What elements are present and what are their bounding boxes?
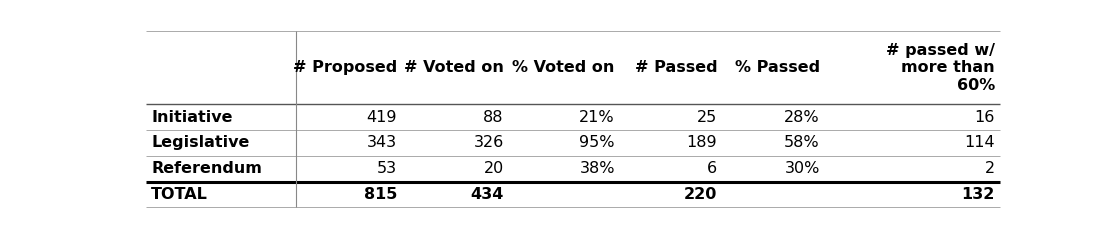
Text: 132: 132 (961, 187, 995, 202)
Text: 88: 88 (483, 110, 504, 125)
Text: Legislative: Legislative (152, 135, 250, 150)
Text: # passed w/
more than
60%: # passed w/ more than 60% (886, 43, 995, 93)
Text: % Passed: % Passed (734, 60, 820, 75)
Text: 326: 326 (473, 135, 504, 150)
Text: TOTAL: TOTAL (152, 187, 208, 202)
Text: 30%: 30% (784, 161, 820, 176)
Text: 114: 114 (965, 135, 995, 150)
Text: 38%: 38% (579, 161, 615, 176)
Text: 25: 25 (697, 110, 717, 125)
Text: 434: 434 (470, 187, 504, 202)
Text: 28%: 28% (784, 110, 820, 125)
Text: 58%: 58% (784, 135, 820, 150)
Text: 419: 419 (367, 110, 397, 125)
Text: 6: 6 (707, 161, 717, 176)
Text: Initiative: Initiative (152, 110, 233, 125)
Text: # Passed: # Passed (635, 60, 717, 75)
Text: % Voted on: % Voted on (512, 60, 615, 75)
Text: 189: 189 (686, 135, 717, 150)
Text: 220: 220 (684, 187, 717, 202)
Text: 20: 20 (483, 161, 504, 176)
Text: # Voted on: # Voted on (404, 60, 504, 75)
Text: 815: 815 (364, 187, 397, 202)
Text: 343: 343 (367, 135, 397, 150)
Text: 2: 2 (985, 161, 995, 176)
Text: 53: 53 (377, 161, 397, 176)
Text: 95%: 95% (579, 135, 615, 150)
Text: 16: 16 (975, 110, 995, 125)
Text: Referendum: Referendum (152, 161, 262, 176)
Text: 21%: 21% (579, 110, 615, 125)
Text: # Proposed: # Proposed (293, 60, 397, 75)
